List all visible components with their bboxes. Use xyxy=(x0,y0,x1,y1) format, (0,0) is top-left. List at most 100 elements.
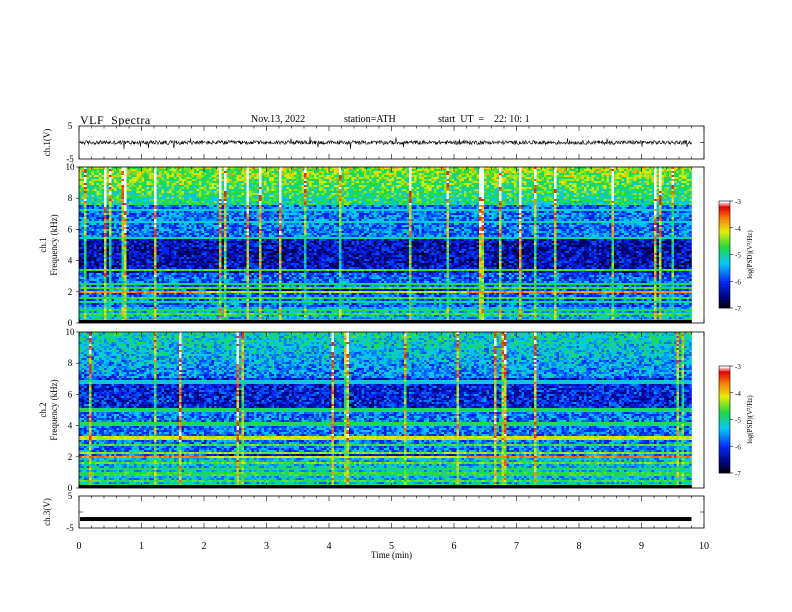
ch3-waveform-ytick-label: 5 xyxy=(68,491,73,501)
ch2-spectrogram-colorbar-step xyxy=(719,384,730,386)
ch1-spectrogram-colorbar-step xyxy=(719,269,730,271)
x-tick-label: 8 xyxy=(577,541,582,552)
ch2-spectrogram-colorbar-step xyxy=(719,459,730,461)
ch1-spectrogram-colorbar-step xyxy=(719,260,730,262)
ch2-spectrogram-colorbar-step xyxy=(719,450,730,452)
ch2-spectrogram-colorbar-step xyxy=(719,457,730,459)
ch2-spectrogram-colorbar-step xyxy=(719,421,730,423)
ch2-spectrogram-colorbar-step xyxy=(719,446,730,448)
ch1-spectrogram-colorbar-step xyxy=(719,263,730,265)
ch2-spectrogram-colorbar-step xyxy=(719,403,730,405)
ch2-spectrogram-colorbar-tick-label: -7 xyxy=(735,470,741,478)
ch1-spectrogram-colorbar-step xyxy=(719,249,730,251)
ch2-spectrogram-colorbar-step xyxy=(719,437,730,439)
ch1-spectrogram-colorbar-tick-label: -4 xyxy=(735,225,741,233)
ch2-spectrogram-colorbar-step xyxy=(719,444,730,446)
ch2-spectrogram-colorbar-step xyxy=(719,418,730,420)
ch1-spectrogram-colorbar-step xyxy=(719,287,730,289)
ch2-spectrogram-colorbar-step xyxy=(719,453,730,455)
ch1-spectrogram-colorbar-step xyxy=(719,288,730,290)
ch1-spectrogram-colorbar-step xyxy=(719,281,730,283)
ch2-spectrogram-colorbar-step xyxy=(719,409,730,411)
ch2-spectrogram-colorbar-step xyxy=(719,412,730,414)
ch2-spectrogram-colorbar-step xyxy=(719,368,730,370)
ch2-spectrogram-ytick-label: 4 xyxy=(68,421,73,431)
x-tick-label: 4 xyxy=(327,541,332,552)
ch1-spectrogram-colorbar-step xyxy=(719,230,730,232)
ch1-spectrogram-colorbar-step xyxy=(719,226,730,228)
ch2-spectrogram-colorbar-step xyxy=(719,370,730,372)
ch3-waveform-ytick-label: -5 xyxy=(66,523,74,533)
ch2-spectrogram-colorbar-step xyxy=(719,366,730,368)
ch2-spectrogram-colorbar-step xyxy=(719,455,730,457)
ch1-spectrogram-colorbar-step xyxy=(719,247,730,249)
ch2-spectrogram-colorbar-step xyxy=(719,387,730,389)
ch1-spectrogram-colorbar-step xyxy=(719,228,730,230)
ch1-spectrogram-colorbar-step xyxy=(719,210,730,212)
ch1-spectrogram-colorbar-step xyxy=(719,217,730,219)
ch1-spectrogram-colorbar-step xyxy=(719,244,730,246)
ch2-spectrogram-colorbar-step xyxy=(719,448,730,450)
ch1-spectrogram-colorbar-step xyxy=(719,235,730,237)
ch2-spectrogram-colorbar-step xyxy=(719,464,730,466)
x-tick-label: 0 xyxy=(77,541,82,552)
ch1-spectrogram-ytick-label: 10 xyxy=(66,162,76,172)
ch2-spectrogram-colorbar-step xyxy=(719,380,730,382)
ch2-spectrogram-baseline-band xyxy=(79,485,692,488)
ch2-spectrogram-colorbar-step xyxy=(719,395,730,397)
ch2-spectrogram-colorbar-step xyxy=(719,382,730,384)
ch1-spectrogram-colorbar-step xyxy=(719,296,730,298)
ch1-spectrogram-colorbar-step xyxy=(719,258,730,260)
ch2-spectrogram-colorbar-step xyxy=(719,373,730,375)
ch2-spectrogram-colorbar-step xyxy=(719,378,730,380)
ch1-spectrogram-colorbar-step xyxy=(719,285,730,287)
ch2-spectrogram-ytick-label: 6 xyxy=(68,389,73,399)
ch1-spectrogram-colorbar-step xyxy=(719,237,730,239)
ch2-spectrogram-colorbar-step xyxy=(719,441,730,443)
ch2-spectrogram-colorbar-step xyxy=(719,414,730,416)
ch2-spectrogram-colorbar-step xyxy=(719,371,730,373)
ch2-spectrogram-colorbar-step xyxy=(719,407,730,409)
ch2-spectrogram-colorbar-step xyxy=(719,391,730,393)
ch1-spectrogram-colorbar-step xyxy=(719,304,730,306)
ch2-spectrogram-colorbar-step xyxy=(719,462,730,464)
x-tick-label: 10 xyxy=(699,541,709,552)
ch2-spectrogram-colorbar-step xyxy=(719,469,730,471)
ch1-waveform-ytick-label: 5 xyxy=(68,121,73,131)
ch1-spectrogram-ytick-label: 6 xyxy=(68,224,73,234)
ch1-spectrogram-colorbar-step xyxy=(719,205,730,207)
ch2-spectrogram-colorbar-step xyxy=(719,396,730,398)
ch2-spectrogram-ytick-label: 2 xyxy=(68,452,73,462)
x-tick-label: 1 xyxy=(139,541,144,552)
ch2-spectrogram-ytick-label: 10 xyxy=(66,327,76,337)
ch2-spectrogram-colorbar-tick-label: -6 xyxy=(735,443,741,451)
ch2-spectrogram-colorbar-step xyxy=(719,427,730,429)
ch1-spectrogram-colorbar-step xyxy=(719,272,730,274)
ch2-spectrogram-colorbar-step xyxy=(719,430,730,432)
ch2-spectrogram-colorbar-step xyxy=(719,461,730,463)
ch2-spectrogram-colorbar-step xyxy=(719,425,730,427)
ch1-spectrogram-colorbar-step xyxy=(719,213,730,215)
ch2-spectrogram-colorbar-step xyxy=(719,423,730,425)
ch1-waveform-ylabel: ch.1(V) xyxy=(42,129,52,157)
ch1-spectrogram-colorbar-tick-label: -7 xyxy=(735,305,741,313)
ch1-spectrogram-colorbar-step xyxy=(719,242,730,244)
ch2-spectrogram-colorbar-step xyxy=(719,375,730,377)
ch2-spectrogram-colorbar-step xyxy=(719,416,730,418)
ch2-spectrogram-colorbar-tick-label: -5 xyxy=(735,417,741,425)
ch2-spectrogram-colorbar-label: log(PSD)(V²/Hz) xyxy=(746,395,754,444)
ch1-spectrogram-colorbar-step xyxy=(719,294,730,296)
ch1-spectrogram-colorbar-step xyxy=(719,212,730,214)
ch1-spectrogram-colorbar-step xyxy=(719,303,730,305)
ch2-spectrogram-colorbar-step xyxy=(719,432,730,434)
ch1-spectrogram-colorbar-step xyxy=(719,246,730,248)
ch1-spectrogram-colorbar-step xyxy=(719,267,730,269)
ch1-spectrogram-colorbar-step xyxy=(719,233,730,235)
x-tick-label: 6 xyxy=(452,541,457,552)
ch1-spectrogram-colorbar-step xyxy=(719,292,730,294)
ch1-spectrogram-ytick-label: 2 xyxy=(68,287,73,297)
ch1-spectrogram-colorbar-step xyxy=(719,221,730,223)
ch2-spectrogram-colorbar-step xyxy=(719,400,730,402)
ch2-spectrogram-colorbar-step xyxy=(719,389,730,391)
ch2-spectrogram-colorbar-step xyxy=(719,398,730,400)
